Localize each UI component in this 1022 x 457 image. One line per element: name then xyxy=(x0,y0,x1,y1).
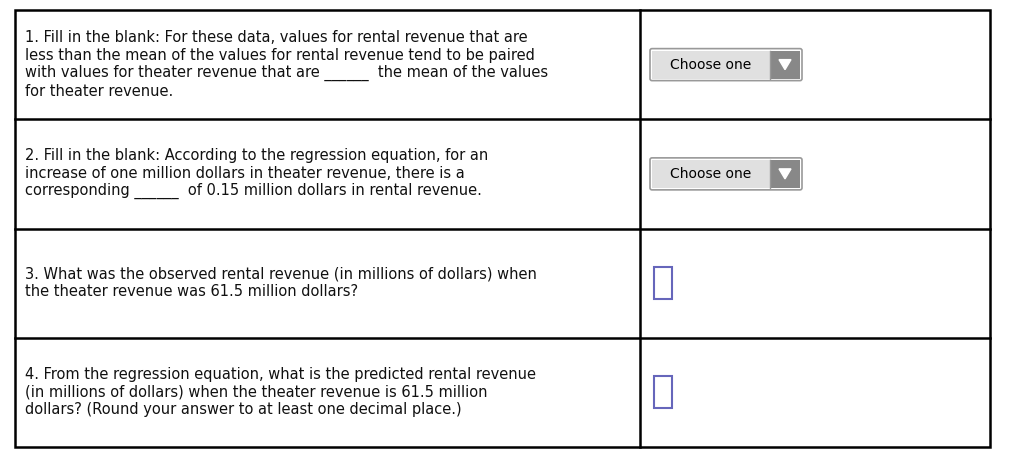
Polygon shape xyxy=(779,169,791,179)
Text: 2. Fill in the blank: According to the regression equation, for an
increase of o: 2. Fill in the blank: According to the r… xyxy=(25,149,489,199)
Bar xyxy=(654,267,672,299)
Text: 1. Fill in the blank: For these data, values for rental revenue that are
less th: 1. Fill in the blank: For these data, va… xyxy=(25,31,548,99)
Bar xyxy=(652,160,770,188)
Bar xyxy=(652,51,770,79)
Text: 4. From the regression equation, what is the predicted rental revenue
(in millio: 4. From the regression equation, what is… xyxy=(25,367,536,417)
Polygon shape xyxy=(779,59,791,69)
Bar xyxy=(770,160,800,188)
Bar xyxy=(654,377,672,409)
Text: Choose one: Choose one xyxy=(670,58,751,72)
Text: 3. What was the observed rental revenue (in millions of dollars) when
the theate: 3. What was the observed rental revenue … xyxy=(25,267,537,299)
Bar xyxy=(770,51,800,79)
Text: Choose one: Choose one xyxy=(670,167,751,181)
